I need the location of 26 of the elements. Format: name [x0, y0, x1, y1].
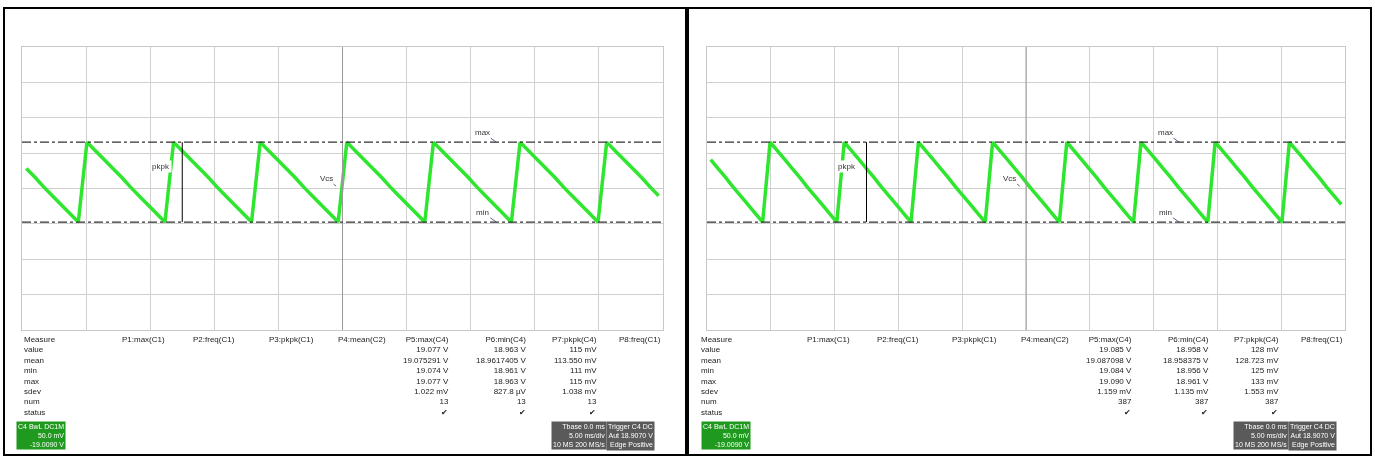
text: P8:freq(C1): [1301, 335, 1343, 344]
ref-line-label: min: [1159, 208, 1172, 217]
text: P4:mean(C2): [338, 335, 386, 344]
text: Measure value mean min max sdev num status: [701, 335, 733, 417]
text: P8:freq(C1): [619, 335, 661, 344]
text: P1:max(C1): [807, 335, 851, 344]
text: P2:freq(C1): [193, 335, 235, 344]
ref-line-label: max: [1158, 128, 1174, 137]
text: P2:freq(C1): [877, 335, 919, 344]
annotation: Vcs: [320, 174, 334, 183]
annotation: pkpk: [152, 162, 170, 171]
annotation: Vcs: [1003, 174, 1017, 183]
text: P5:max(C4) 19.077 V 19.075291 V 19.074 V 19.077 V 1.022 mV 13 ✔: [403, 335, 450, 417]
text: P1:max(C1): [122, 335, 166, 344]
text: P3:pkpk(C1): [952, 335, 997, 344]
ref-line-label: max: [475, 128, 491, 137]
text: P6:min(C4) 18.963 V 18.9617405 V 18.961 V 18.963 V 827.8 µV 13 ✔: [476, 335, 527, 417]
annotation: pkpk: [838, 162, 856, 171]
ref-line-label: min: [476, 208, 489, 217]
text: P5:max(C4) 19.085 V 19.087098 V 19.084 V 19.090 V 1.159 mV 387 ✔: [1086, 335, 1133, 417]
text: P3:pkpk(C1): [269, 335, 314, 344]
text: P4:mean(C2): [1021, 335, 1069, 344]
text: P6:min(C4) 18.958 V 18.958375 V 18.956 V 18.961 V 1.135 mV 387 ✔: [1163, 335, 1210, 417]
text: Measure value mean min max sdev num status: [24, 335, 56, 417]
text: P7:pkpk(C4) 128 mV 128.723 mV 125 mV 133 mV 1.553 mV 387 ✔: [1234, 335, 1280, 417]
text: P7:pkpk(C4) 115 mV 113.550 mV 111 mV 115 mV 1.038 mV 13 ✔: [552, 335, 598, 417]
